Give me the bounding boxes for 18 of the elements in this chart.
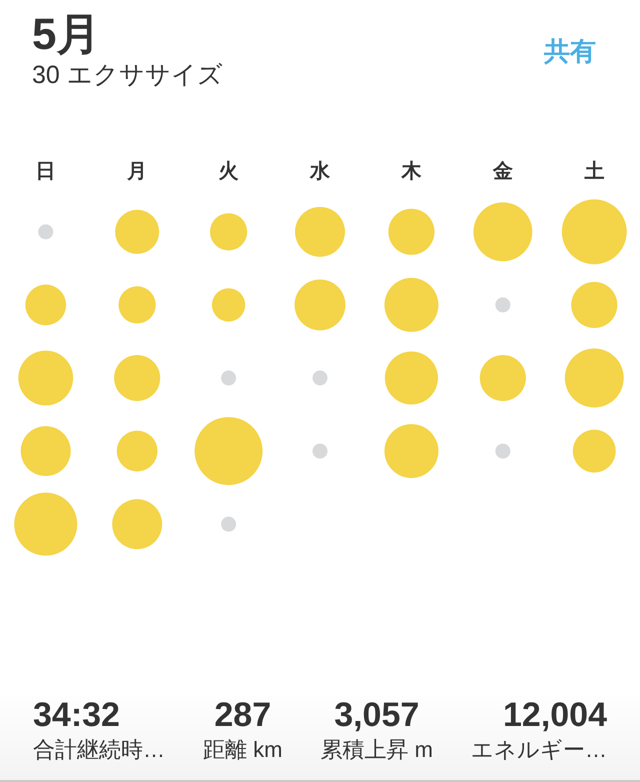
text: 合計継続時… [33,736,165,764]
x-tick-label: 火 [218,160,240,183]
x-tick-label: 日 [36,160,56,183]
text: 共有 [544,36,596,66]
chart-subtitle: 30 エクササイズ [32,60,223,90]
text: エネルギー… [471,736,607,764]
text: 34:32 [33,695,121,735]
text: 12,004 [502,695,607,735]
x-tick-label: 金 [492,160,513,183]
text: 287 [213,695,272,735]
chart-title: 5月 [32,10,100,59]
text: 累積上昇 m [320,736,433,764]
x-tick-label: 月 [126,160,148,183]
x-tick-label: 木 [400,160,422,183]
x-tick-label: 水 [309,160,331,183]
text: 3,057 [333,695,420,735]
text: 距離 km [203,736,282,764]
x-tick-label: 土 [583,160,604,183]
